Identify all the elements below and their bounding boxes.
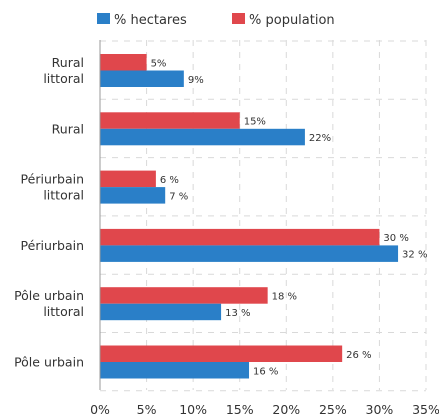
bar — [100, 345, 343, 362]
legend-swatch — [232, 13, 245, 24]
legend-swatch — [97, 13, 110, 24]
bar — [100, 70, 184, 87]
category-label: Rural — [52, 121, 84, 136]
data-label: 6 % — [160, 175, 179, 186]
legend-label: % population — [249, 13, 335, 28]
legend-label: % hectares — [114, 13, 187, 28]
data-label: 30 % — [383, 233, 408, 244]
gridlines — [100, 40, 427, 392]
bar — [100, 303, 222, 321]
x-axis-ticks: 0% 5% 10% 15% 20% 25% 30% 35% — [90, 402, 439, 417]
bar — [100, 112, 240, 129]
bar — [100, 170, 156, 188]
x-tick-label: 0% — [90, 402, 110, 417]
x-tick-label: 35% — [412, 402, 439, 417]
bar — [100, 245, 399, 262]
data-label: 13 % — [225, 308, 250, 319]
bar — [100, 362, 250, 379]
x-tick-label: 15% — [226, 402, 254, 417]
category-labels: RurallittoralRuralPériurbainlittoralPéri… — [14, 55, 84, 370]
category-label: Périurbain — [21, 172, 84, 187]
category-label: Pôle urbain — [14, 288, 84, 303]
bar — [100, 287, 268, 304]
data-label: 15% — [244, 117, 266, 128]
data-label: 22% — [309, 133, 331, 144]
bar — [100, 228, 380, 246]
bar — [100, 128, 305, 146]
data-label: 18 % — [272, 291, 297, 302]
x-tick-label: 5% — [137, 402, 157, 417]
data-label: 26 % — [346, 350, 371, 361]
category-label: Rural — [52, 55, 84, 70]
category-label: littoral — [43, 304, 84, 319]
x-tick-label: 20% — [272, 402, 300, 417]
x-tick-label: 25% — [319, 402, 347, 417]
x-tick-label: 10% — [179, 402, 207, 417]
bar — [100, 187, 166, 204]
category-label: littoral — [43, 188, 84, 203]
data-label: 16 % — [253, 366, 278, 377]
x-tick-label: 30% — [366, 402, 394, 417]
category-label: littoral — [43, 71, 84, 86]
data-label: 7 % — [169, 191, 188, 202]
bars: 5% 9% 15% 22% 6 % 7 % 30 % 32 % 18 % 13 % 26 % 16 % — [100, 54, 427, 379]
data-label: 32 % — [402, 250, 427, 261]
category-label: Périurbain — [21, 238, 84, 253]
legend: % hectares % population — [97, 13, 335, 28]
data-label: 5% — [151, 58, 167, 69]
data-label: 9% — [188, 75, 204, 86]
bar — [100, 54, 147, 71]
category-label: Pôle urbain — [14, 355, 84, 370]
